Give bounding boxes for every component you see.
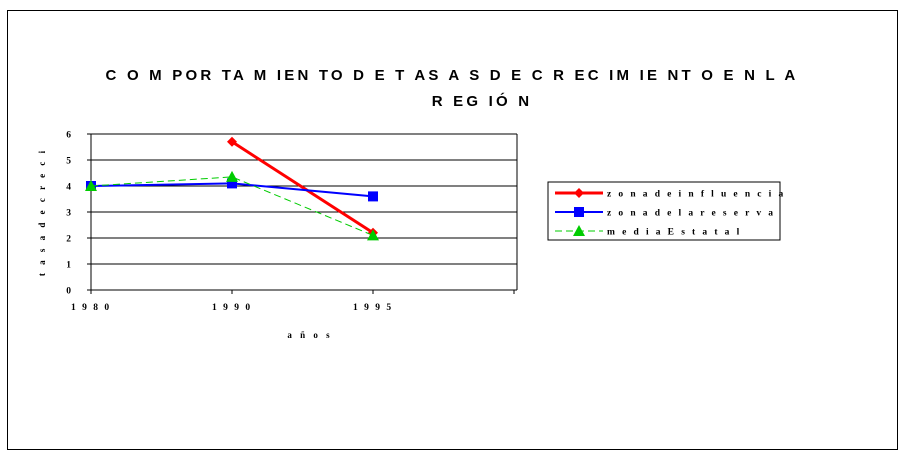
data-point <box>367 229 379 241</box>
x-tick-labels: 1 9 8 0 1 9 9 0 1 9 9 5 <box>71 303 393 313</box>
data-point <box>227 136 237 147</box>
y-tick-labels: 0 1 2 3 4 5 6 <box>66 131 73 297</box>
data-series <box>85 136 379 241</box>
y-tick-label: 0 <box>66 287 73 297</box>
legend-label: z o n a d e i n f l u e n c i a <box>607 190 786 200</box>
y-tick-label: 3 <box>66 209 73 219</box>
data-point <box>574 188 584 198</box>
axes <box>87 133 518 294</box>
data-point <box>227 178 237 189</box>
x-tick-label: 1 9 9 0 <box>212 303 252 313</box>
series-diamond <box>227 136 378 238</box>
legend-label: z o n a d e l a r e s e r v a <box>607 209 775 219</box>
data-point <box>368 191 378 202</box>
chart-title-line2: R EG IÓ N <box>431 93 533 110</box>
gridlines <box>91 133 517 265</box>
y-tick-label: 5 <box>66 157 73 167</box>
y-tick-label: 4 <box>66 183 73 193</box>
legend-label: m e d i a E s t a t a l <box>607 228 742 238</box>
data-point <box>85 180 97 191</box>
y-axis-label: t a s a d e c r e c i <box>37 148 47 276</box>
data-point <box>574 207 584 217</box>
x-tick-label: 1 9 9 5 <box>353 303 393 313</box>
data-point <box>226 170 238 182</box>
x-tick-label: 1 9 8 0 <box>71 303 111 313</box>
series-line <box>231 140 374 235</box>
series-triangle <box>85 170 379 241</box>
y-tick-label: 1 <box>66 261 73 271</box>
x-axis-label: a ñ o s <box>287 330 332 340</box>
legend: z o n a d e i n f l u e n c i a z o n a d… <box>547 181 786 241</box>
series-line <box>90 176 374 236</box>
data-point <box>573 225 585 236</box>
y-tick-label: 2 <box>66 235 73 245</box>
chart-title-line1: C O M POR TA M IEN TO D E T AS A S D E C… <box>105 67 799 84</box>
y-tick-label: 6 <box>66 131 73 141</box>
